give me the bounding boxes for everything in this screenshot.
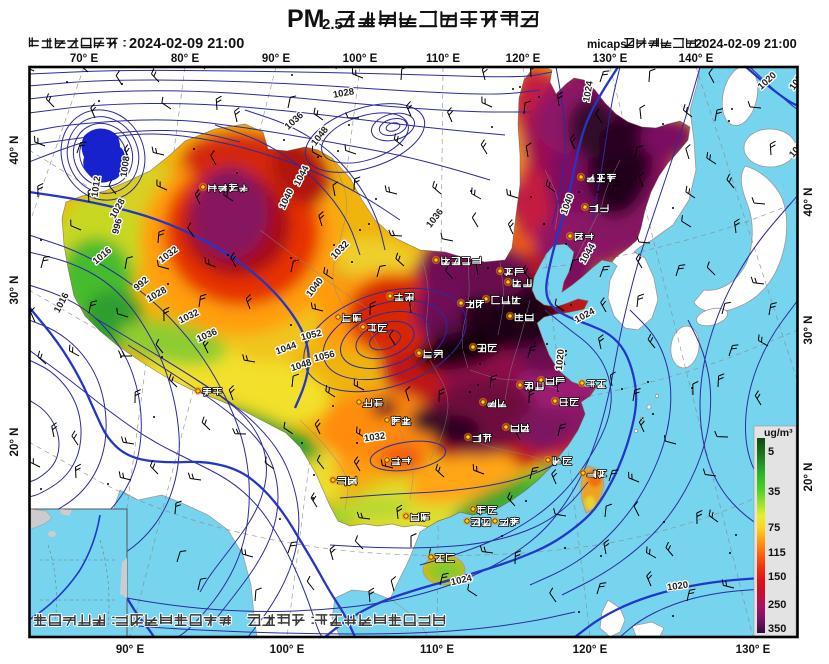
svg-text:115: 115 bbox=[768, 547, 786, 559]
svg-text:250: 250 bbox=[768, 599, 786, 611]
svg-text:1008: 1008 bbox=[119, 155, 133, 177]
svg-text:1028: 1028 bbox=[332, 86, 355, 101]
svg-text:1024: 1024 bbox=[787, 68, 809, 92]
svg-text:70° E: 70° E bbox=[70, 53, 99, 65]
svg-text:1020: 1020 bbox=[666, 580, 688, 594]
svg-text:1024: 1024 bbox=[581, 80, 596, 103]
svg-text:ug/m³: ug/m³ bbox=[764, 427, 793, 439]
svg-text:80° E: 80° E bbox=[171, 53, 200, 65]
svg-text:40° N: 40° N bbox=[9, 136, 21, 165]
svg-text:110° E: 110° E bbox=[420, 644, 454, 656]
svg-text:2024-02-09 21:00: 2024-02-09 21:00 bbox=[129, 36, 244, 52]
svg-text:120° E: 120° E bbox=[573, 644, 608, 656]
svg-text:90° E: 90° E bbox=[116, 644, 145, 656]
svg-text:100° E: 100° E bbox=[270, 644, 305, 656]
svg-text:2.5: 2.5 bbox=[322, 16, 343, 33]
svg-text:140° E: 140° E bbox=[679, 53, 714, 65]
svg-text:micaps: micaps bbox=[587, 39, 627, 51]
svg-text:90° E: 90° E bbox=[262, 53, 291, 65]
svg-text:130° E: 130° E bbox=[736, 644, 771, 656]
svg-text:150: 150 bbox=[768, 571, 786, 583]
svg-text:2024-02-09 21:00: 2024-02-09 21:00 bbox=[695, 36, 797, 51]
svg-text:100° E: 100° E bbox=[343, 53, 378, 65]
svg-text:5: 5 bbox=[768, 446, 774, 458]
svg-text:110° E: 110° E bbox=[426, 53, 460, 65]
svg-text:350: 350 bbox=[768, 623, 786, 635]
svg-text:30° N: 30° N bbox=[9, 276, 21, 305]
svg-text:35: 35 bbox=[768, 486, 780, 498]
svg-text:75: 75 bbox=[768, 522, 780, 534]
svg-text:30° N: 30° N bbox=[803, 316, 815, 345]
svg-text:1012: 1012 bbox=[90, 175, 104, 197]
svg-text:1032: 1032 bbox=[363, 431, 385, 445]
svg-text:1020: 1020 bbox=[554, 349, 567, 371]
svg-text:20° N: 20° N bbox=[9, 428, 21, 457]
svg-text:1032: 1032 bbox=[787, 137, 809, 160]
svg-text:130° E: 130° E bbox=[593, 53, 628, 65]
svg-text:PM: PM bbox=[287, 5, 325, 33]
svg-text:120° E: 120° E bbox=[506, 53, 541, 65]
svg-text:20° N: 20° N bbox=[803, 463, 815, 492]
svg-text:40° N: 40° N bbox=[803, 188, 815, 217]
